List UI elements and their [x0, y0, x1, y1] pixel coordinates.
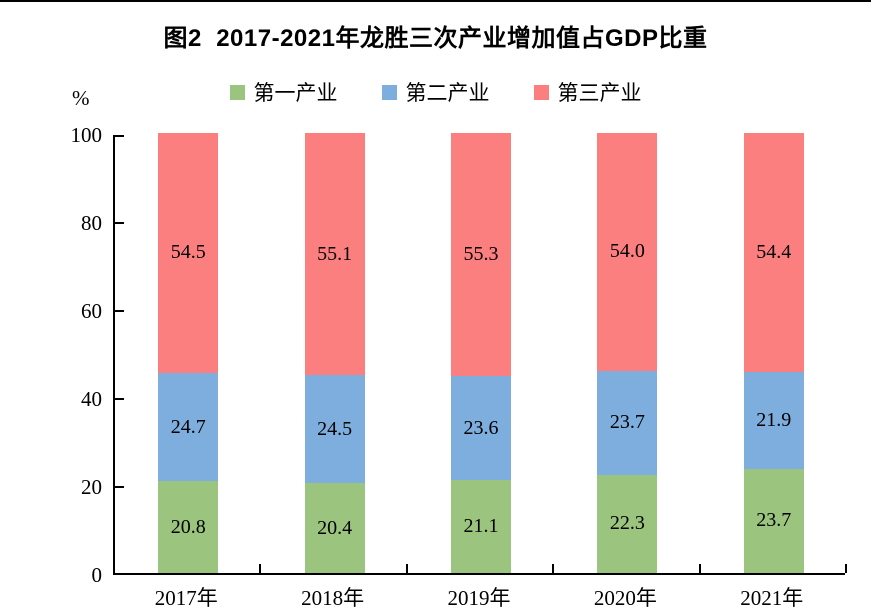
segment-value-label: 21.9 [756, 409, 792, 432]
segment-第二产业-2019年: 23.6 [451, 376, 511, 481]
legend-swatch-icon [533, 84, 549, 100]
segment-第三产业-2018年: 55.1 [304, 133, 365, 376]
segment-第二产业-2021年: 21.9 [743, 372, 804, 469]
legend-item-3: 第三产业 [533, 77, 642, 107]
y-axis-label: 0 [91, 563, 103, 587]
x-axis-label-2017年: 2017年 [154, 586, 218, 610]
bar-2017年: 20.8 24.7 54.5 [158, 133, 219, 573]
segment-第三产业-2017年: 54.5 [158, 133, 219, 373]
legend-swatch-icon [381, 84, 397, 100]
x-axis-tick [552, 564, 555, 573]
segment-第一产业-2018年: 20.4 [304, 483, 365, 573]
segment-第一产业-2017年: 20.8 [158, 481, 219, 573]
legend: 第一产业 第二产业 第三产业 [0, 77, 871, 107]
x-axis-tick [845, 564, 847, 573]
segment-第二产业-2017年: 24.7 [158, 372, 219, 482]
segment-第一产业-2020年: 22.3 [597, 474, 658, 573]
y-axis-label: 20 [81, 475, 102, 499]
legend-label: 第二产业 [405, 81, 490, 105]
y-axis-tick [115, 135, 124, 137]
y-axis-tick [115, 222, 124, 224]
segment-第一产业-2021年: 23.7 [743, 468, 804, 573]
segment-第一产业-2019年: 21.1 [451, 480, 511, 573]
segment-第二产业-2020年: 23.7 [597, 370, 658, 475]
segment-第三产业-2019年: 55.3 [451, 133, 511, 377]
y-axis-label: 40 [81, 387, 102, 411]
legend-label: 第三产业 [557, 81, 642, 105]
segment-value-label: 54.5 [170, 241, 206, 264]
segment-value-label: 23.7 [609, 411, 645, 434]
segment-第二产业-2018年: 24.5 [304, 375, 365, 484]
segment-第三产业-2020年: 54.0 [597, 133, 658, 371]
y-axis-label: 100 [70, 123, 103, 147]
y-axis-tick [115, 398, 124, 400]
segment-value-label: 54.0 [609, 240, 645, 263]
y-axis-tick [115, 310, 124, 312]
legend-item-2: 第二产业 [381, 77, 490, 107]
segment-value-label: 23.6 [463, 416, 499, 439]
y-axis-unit-label: % [72, 86, 90, 110]
legend-swatch-icon [229, 84, 245, 100]
x-axis-tick [698, 564, 701, 573]
segment-第三产业-2021年: 54.4 [743, 133, 804, 373]
segment-value-label: 20.8 [170, 515, 206, 538]
legend-label: 第一产业 [253, 81, 338, 105]
legend-item-1: 第一产业 [229, 77, 338, 107]
x-axis-label-2020年: 2020年 [593, 586, 657, 610]
x-axis-tick [405, 564, 408, 573]
chart-title: 图2 2017-2021年龙胜三次产业增加值占GDP比重 [163, 25, 708, 52]
bar-2018年: 20.4 24.5 55.1 [304, 133, 365, 573]
bar-2020年: 22.3 23.7 54.0 [597, 133, 658, 573]
segment-value-label: 54.4 [756, 241, 792, 264]
plot-area: 20.8 24.7 54.5 20.4 24.5 55.1 21.1 23.6 55.3 22.3… [113, 133, 847, 575]
bar-2021年: 23.7 21.9 54.4 [743, 133, 804, 573]
x-axis-label-2018年: 2018年 [301, 586, 365, 610]
x-axis-tick [259, 564, 262, 573]
y-axis-label: 60 [81, 299, 102, 323]
segment-value-label: 24.5 [317, 417, 353, 440]
bar-2019年: 21.1 23.6 55.3 [451, 133, 511, 573]
segment-value-label: 21.1 [463, 515, 499, 538]
x-axis-label-2021年: 2021年 [740, 586, 804, 610]
segment-value-label: 23.7 [756, 509, 792, 532]
segment-value-label: 20.4 [317, 516, 353, 539]
segment-value-label: 22.3 [609, 512, 645, 535]
x-axis-label-2019年: 2019年 [447, 586, 511, 610]
segment-value-label: 55.1 [317, 242, 353, 265]
y-axis-label: 80 [81, 211, 102, 235]
y-axis-tick [115, 486, 124, 488]
segment-value-label: 24.7 [170, 415, 206, 438]
segment-value-label: 55.3 [463, 243, 499, 266]
